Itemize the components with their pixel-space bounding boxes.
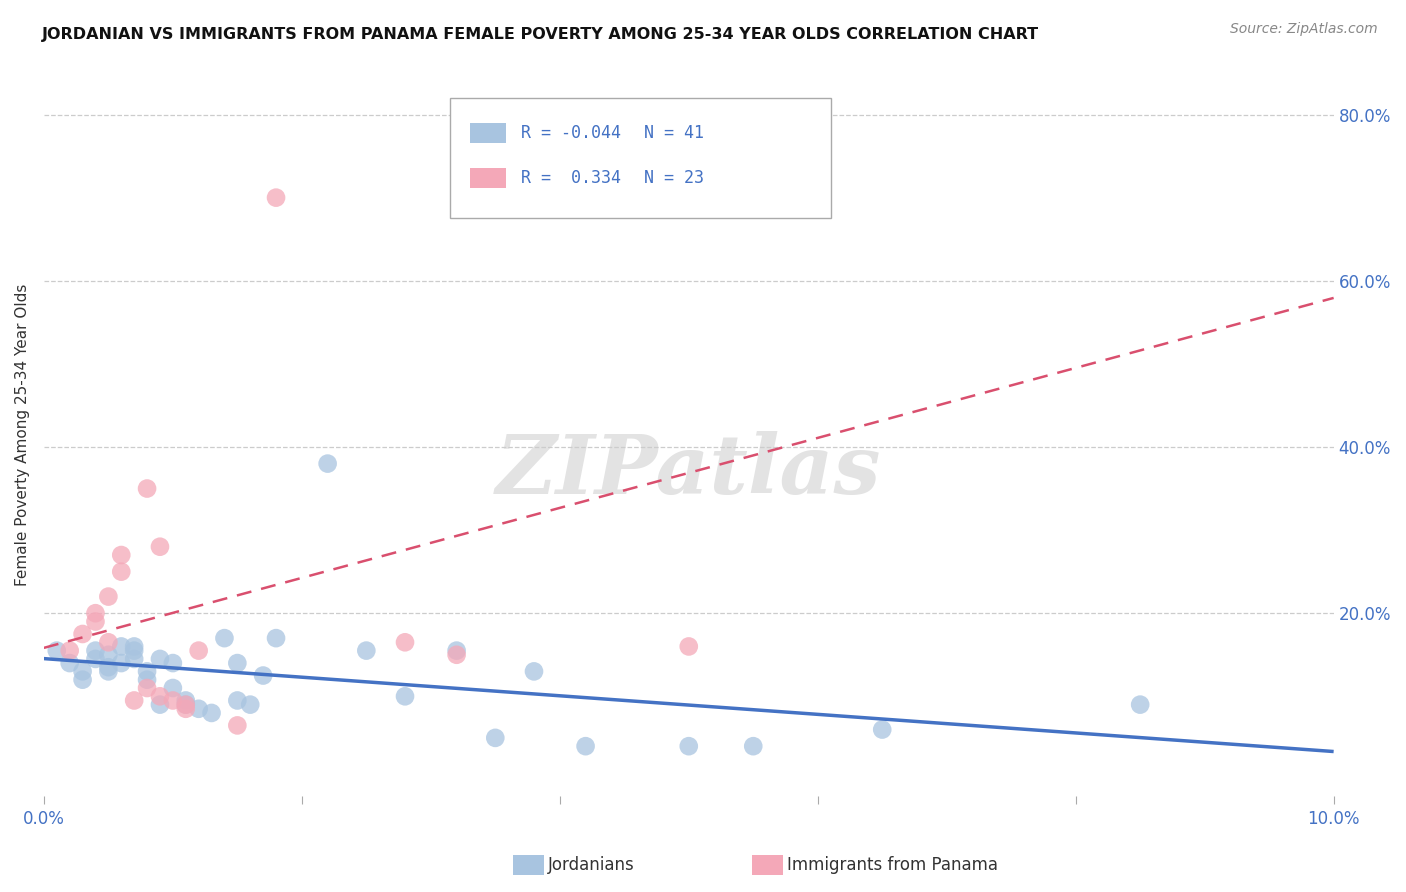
Point	[97, 590, 120, 604]
Point	[484, 731, 506, 745]
Text: N = 41: N = 41	[644, 124, 703, 142]
Point	[97, 648, 120, 662]
Point	[149, 652, 172, 666]
Text: Jordanians: Jordanians	[548, 856, 636, 874]
Point	[84, 615, 107, 629]
Point	[870, 723, 893, 737]
Point	[226, 656, 249, 670]
Point	[110, 548, 132, 562]
Point	[1129, 698, 1152, 712]
Point	[122, 643, 145, 657]
FancyBboxPatch shape	[470, 123, 506, 143]
Point	[136, 665, 159, 679]
Point	[136, 482, 159, 496]
Point	[316, 457, 339, 471]
Point	[45, 643, 67, 657]
Text: N = 23: N = 23	[644, 169, 703, 186]
Point	[72, 673, 94, 687]
Y-axis label: Female Poverty Among 25-34 Year Olds: Female Poverty Among 25-34 Year Olds	[15, 284, 30, 586]
Point	[136, 681, 159, 695]
Point	[162, 693, 184, 707]
Point	[136, 673, 159, 687]
Text: R = -0.044: R = -0.044	[522, 124, 621, 142]
Point	[174, 698, 197, 712]
Point	[97, 635, 120, 649]
Point	[110, 656, 132, 670]
Point	[84, 652, 107, 666]
Point	[97, 665, 120, 679]
Point	[110, 640, 132, 654]
Point	[574, 739, 596, 754]
Point	[678, 640, 700, 654]
Point	[252, 668, 274, 682]
Point	[122, 693, 145, 707]
Point	[122, 652, 145, 666]
Point	[394, 690, 416, 704]
Point	[84, 606, 107, 620]
Point	[162, 656, 184, 670]
Point	[214, 631, 236, 645]
Text: JORDANIAN VS IMMIGRANTS FROM PANAMA FEMALE POVERTY AMONG 25-34 YEAR OLDS CORRELA: JORDANIAN VS IMMIGRANTS FROM PANAMA FEMA…	[42, 27, 1039, 42]
Point	[59, 656, 82, 670]
Point	[239, 698, 262, 712]
Point	[84, 643, 107, 657]
Text: R =  0.334: R = 0.334	[522, 169, 621, 186]
Point	[174, 698, 197, 712]
Point	[149, 690, 172, 704]
Point	[523, 665, 546, 679]
FancyBboxPatch shape	[450, 98, 831, 218]
Point	[162, 681, 184, 695]
Point	[394, 635, 416, 649]
FancyBboxPatch shape	[470, 168, 506, 188]
Point	[110, 565, 132, 579]
Point	[574, 191, 596, 205]
Point	[446, 643, 468, 657]
Point	[226, 693, 249, 707]
Point	[742, 739, 765, 754]
Point	[174, 702, 197, 716]
Text: ZIPatlas: ZIPatlas	[496, 431, 882, 510]
Text: Source: ZipAtlas.com: Source: ZipAtlas.com	[1230, 22, 1378, 37]
Point	[149, 540, 172, 554]
Point	[200, 706, 222, 720]
Point	[678, 739, 700, 754]
Point	[264, 631, 287, 645]
Point	[187, 643, 209, 657]
Point	[97, 660, 120, 674]
Point	[59, 643, 82, 657]
Point	[446, 648, 468, 662]
Point	[264, 191, 287, 205]
Point	[226, 718, 249, 732]
Point	[122, 640, 145, 654]
Point	[72, 627, 94, 641]
Point	[149, 698, 172, 712]
Point	[174, 693, 197, 707]
Point	[72, 665, 94, 679]
Text: Immigrants from Panama: Immigrants from Panama	[787, 856, 998, 874]
Point	[187, 702, 209, 716]
Point	[356, 643, 378, 657]
